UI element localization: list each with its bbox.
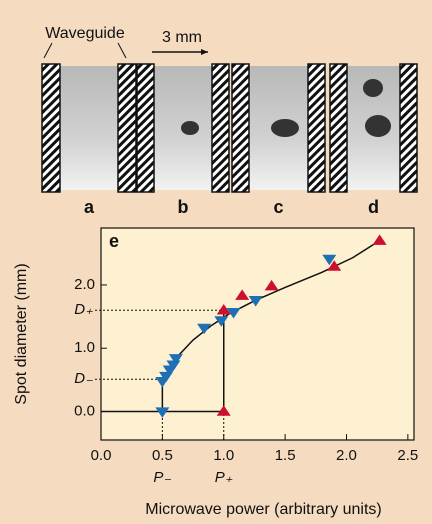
waveguide-wall (308, 64, 325, 192)
waveguide-wall (232, 64, 249, 192)
panel-label: c (273, 197, 283, 217)
waveguide-wall (400, 64, 417, 192)
photo (60, 66, 118, 190)
y-tick-label: 0.0 (74, 402, 95, 419)
x-tick-label: 1.0 (213, 447, 234, 464)
waveguide-wall (118, 64, 136, 192)
plot-area (101, 228, 414, 440)
reference-label: P₊ (215, 469, 233, 486)
waveguide-wall (42, 64, 60, 192)
figure: Waveguide 3 mm a b c d e 0.0 0.5 1.0 1.5 2.0 2.5 0… (0, 0, 432, 524)
spot (271, 119, 299, 137)
y-tick-label: 1.0 (74, 339, 95, 356)
waveguide-wall (330, 64, 347, 192)
spot (365, 115, 391, 137)
waveguide-label: Waveguide (45, 25, 125, 42)
panel-label: d (368, 197, 379, 217)
scale-label: 3 mm (162, 29, 202, 46)
x-axis-label: Microwave power (arbitrary units) (145, 501, 382, 518)
waveguide-wall (137, 64, 154, 192)
reference-label: D₊ (74, 301, 93, 318)
page: Waveguide 3 mm a b c d e 0.0 0.5 1.0 1.5 2.0 2.5 0… (0, 0, 432, 524)
panel-label: b (178, 197, 189, 217)
reference-label: P₋ (153, 469, 171, 486)
y-axis-label: Spot diameter (mm) (13, 263, 30, 404)
panel-label: e (109, 231, 119, 251)
panel-label: a (84, 197, 95, 217)
y-tick-label: 2.0 (74, 276, 95, 293)
x-tick-label: 0.5 (152, 447, 173, 464)
x-tick-label: 0.0 (91, 447, 112, 464)
reference-label: D₋ (74, 370, 93, 387)
spot (181, 121, 199, 135)
x-tick-label: 1.5 (275, 447, 296, 464)
x-tick-label: 2.0 (336, 447, 357, 464)
spot (363, 79, 383, 97)
waveguide-wall (212, 64, 229, 192)
x-tick-label: 2.5 (397, 447, 418, 464)
